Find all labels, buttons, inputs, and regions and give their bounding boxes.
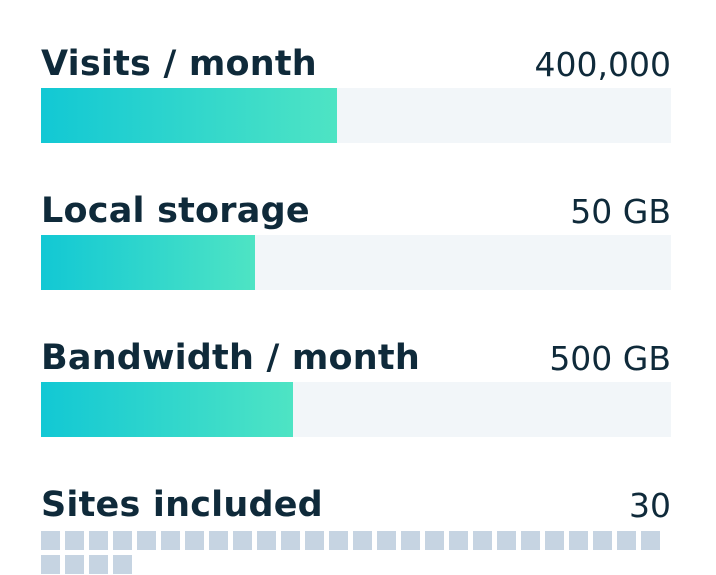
site-square (113, 531, 132, 550)
metric-bandwidth-value: 500 GB (549, 339, 671, 378)
site-square (497, 531, 516, 550)
site-square (281, 531, 300, 550)
site-square (545, 531, 564, 550)
site-square (89, 531, 108, 550)
metric-storage-label: Local storage (41, 191, 310, 231)
site-square (137, 531, 156, 550)
metric-sites: Sites included 30 (41, 479, 671, 529)
site-square (257, 531, 276, 550)
metric-storage-header: Local storage 50 GB (41, 185, 671, 235)
metric-bandwidth-header: Bandwidth / month 500 GB (41, 332, 671, 382)
metric-storage: Local storage 50 GB (41, 185, 671, 290)
site-square (305, 531, 324, 550)
site-square (89, 555, 108, 574)
site-square (161, 531, 180, 550)
site-square (473, 531, 492, 550)
site-square (593, 531, 612, 550)
metric-visits: Visits / month 400,000 (41, 38, 671, 143)
site-square (401, 531, 420, 550)
site-square (329, 531, 348, 550)
site-square (377, 531, 396, 550)
metric-bandwidth: Bandwidth / month 500 GB (41, 332, 671, 437)
site-square (41, 555, 60, 574)
site-square (209, 531, 228, 550)
metric-sites-label: Sites included (41, 485, 323, 525)
site-square (641, 531, 660, 550)
metric-sites-header: Sites included 30 (41, 479, 671, 529)
sites-grid (41, 531, 661, 574)
site-square (353, 531, 372, 550)
site-square (65, 555, 84, 574)
site-square (113, 555, 132, 574)
site-square (425, 531, 444, 550)
metric-bandwidth-label: Bandwidth / month (41, 338, 420, 378)
storage-progress-fill (41, 235, 256, 290)
site-square (569, 531, 588, 550)
site-square (521, 531, 540, 550)
storage-progress-track (41, 235, 671, 290)
metric-visits-label: Visits / month (41, 44, 317, 84)
site-square (185, 531, 204, 550)
site-square (65, 531, 84, 550)
site-square (41, 531, 60, 550)
site-square (617, 531, 636, 550)
metric-visits-header: Visits / month 400,000 (41, 38, 671, 88)
site-square (233, 531, 252, 550)
bandwidth-progress-fill (41, 382, 293, 437)
site-square (449, 531, 468, 550)
metric-storage-value: 50 GB (570, 192, 671, 231)
metric-visits-value: 400,000 (534, 45, 671, 84)
visits-progress-fill (41, 88, 338, 143)
metric-sites-value: 30 (629, 486, 671, 525)
bandwidth-progress-track (41, 382, 671, 437)
visits-progress-track (41, 88, 671, 143)
